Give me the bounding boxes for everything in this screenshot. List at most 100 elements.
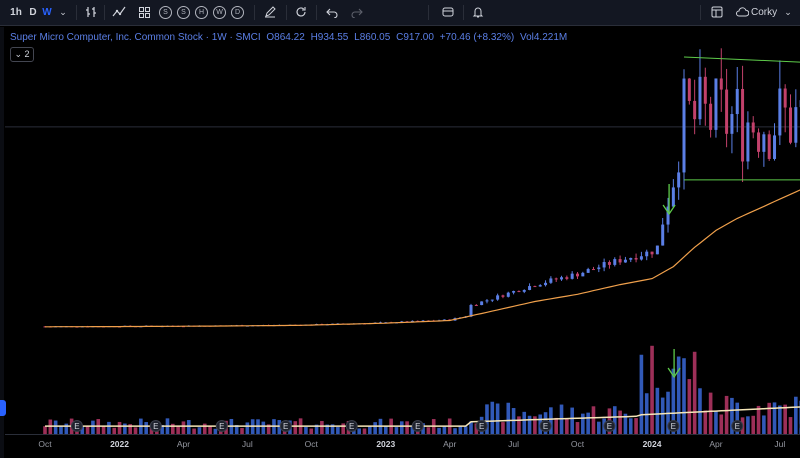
account-name[interactable]: Corky [751,7,778,18]
volume-bar [53,420,58,434]
undo-icon[interactable] [325,0,339,25]
x-tick-label: Oct [571,439,585,449]
volume-bar [437,427,441,434]
volume-bar [85,426,90,434]
candle-body [639,256,643,260]
candle-body [496,295,500,300]
indicators-icon[interactable] [111,0,127,25]
volume-bar [320,420,324,434]
candle-body [794,107,798,143]
replay-icon[interactable] [294,0,308,25]
x-tick-label: Oct [305,439,319,449]
volume-bar [186,420,191,434]
redo-icon[interactable] [350,0,364,25]
earnings-label: E [219,422,224,431]
volume-bar [309,428,314,434]
x-tick-label: 2022 [110,439,129,449]
candle-body [682,78,686,173]
volume-bar [453,428,457,434]
volume-bar [788,417,793,434]
cloud-icon [735,0,749,25]
alert-icon[interactable] [471,0,485,25]
layouts-grid-icon[interactable] [137,0,151,25]
volume-bar [628,418,633,434]
candle-body [767,134,771,159]
candle-body [661,224,665,246]
earnings-marker: E [279,420,292,432]
candle-body [693,100,697,120]
earnings-circle [667,420,680,432]
candle-body [549,278,553,283]
candle-body [469,304,473,317]
volume-bar [735,402,740,434]
candle-body [634,258,638,260]
volume-bar [117,421,122,434]
compare-h-icon[interactable]: H [195,6,208,19]
timeframe-1h-button[interactable]: 1h [10,7,22,18]
volume-bar [368,426,372,434]
volume-bar [330,424,335,434]
volume-bar [245,422,250,434]
candle-body [725,89,729,134]
volume-bar [660,397,665,434]
volume-bar [213,428,218,434]
toolbar-divider [428,5,429,20]
indicators-toggle-button[interactable]: ⌄ 2 [10,47,34,62]
bar-style-icon[interactable] [84,0,98,25]
volume-bar [591,406,596,434]
candle-body [709,103,713,130]
candle-body [789,107,792,143]
earnings-circle [603,420,616,432]
volume-bar [751,415,756,434]
account-dropdown-icon[interactable]: ⌄ [784,7,792,17]
candle-body [655,245,659,255]
earnings-label: E [735,422,740,431]
volume-bar [671,368,676,434]
volume-bar [133,427,138,434]
change-value: +70.46 (+8.32%) [439,32,515,43]
compare-w-icon[interactable]: W [213,6,226,19]
compare-d-icon[interactable]: D [231,6,244,19]
layout-icon[interactable] [710,0,724,25]
volume-bar [522,411,527,434]
volume-bar [208,425,212,434]
toolbar-divider [104,5,105,20]
volume-bar [756,405,761,434]
earnings-circle [279,420,292,432]
compare-s2-icon[interactable]: S [177,6,190,19]
volume-bar [762,415,766,434]
candle-body [538,285,542,287]
timeframe-d-button[interactable]: D [29,7,37,18]
candle-body [480,301,484,306]
compare-s-icon[interactable]: S [159,6,172,19]
volume-bar [341,423,345,434]
volume-bar [644,393,649,434]
symbol-title[interactable]: Super Micro Computer, Inc. Common Stock … [10,32,261,43]
earnings-label: E [74,422,79,431]
toolbar-divider [316,5,317,20]
screenshot-icon[interactable] [441,0,455,25]
candle-body [618,259,622,263]
candle-body [570,273,574,279]
volume-bar [442,426,447,434]
candle-body [565,277,569,279]
earnings-label: E [671,422,676,431]
volume-bar [101,426,106,434]
high-value: H934.55 [310,32,349,43]
candle-body [544,282,548,286]
volume-bar [144,422,148,434]
volume-bar [394,427,399,434]
volume-bar [128,424,132,434]
candle-body [645,251,649,257]
candle-body [735,88,739,115]
earnings-label: E [349,422,354,431]
pencil-icon[interactable] [263,0,277,25]
symbol-legend: Super Micro Computer, Inc. Common Stock … [10,32,567,43]
price-chart[interactable]: EEEEEEEEEEEE Oct2022AprJulOct2023AprJulO… [5,27,800,458]
volume-bar [304,426,308,434]
earnings-label: E [153,422,158,431]
timeframe-dropdown-icon[interactable]: ⌄ [59,7,67,17]
scroll-marker[interactable] [0,400,6,416]
timeframe-w-button[interactable]: W [42,7,52,18]
volume-bar [655,387,660,434]
